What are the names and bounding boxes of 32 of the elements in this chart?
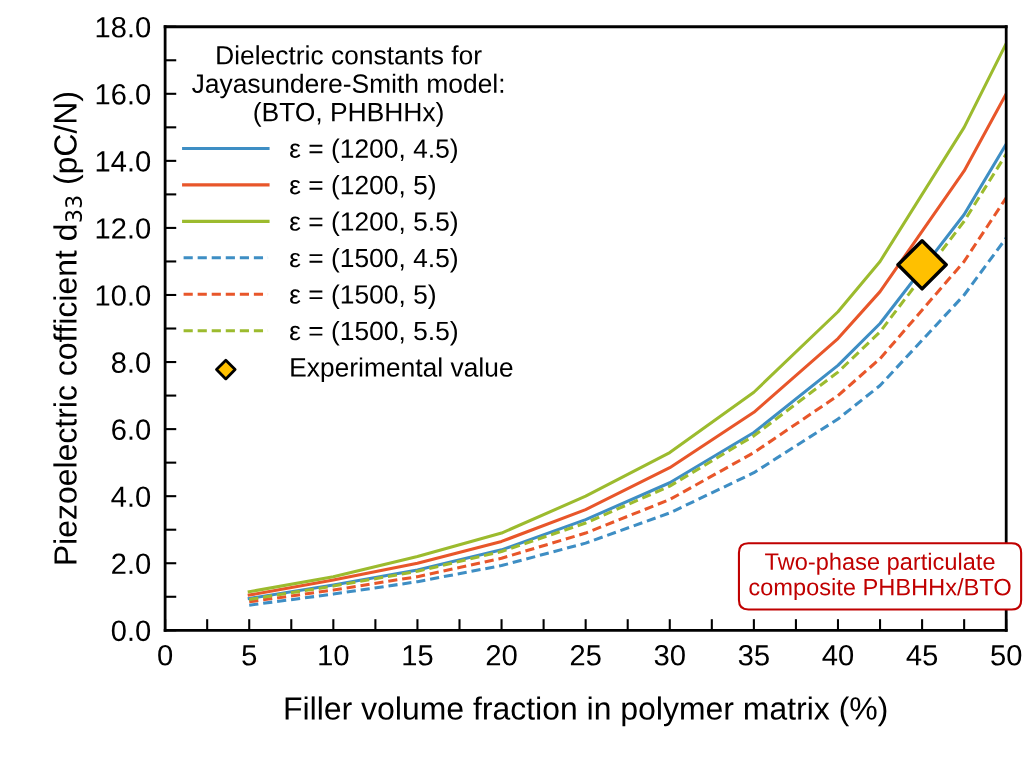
legend-label: Experimental value (291, 357, 513, 382)
x-tick-label: 30 (654, 644, 685, 666)
y-tick-label: 12.0 (96, 218, 151, 239)
y-tick-label: 16.0 (96, 84, 151, 105)
y-tick-label: 6.0 (112, 419, 151, 440)
x-axis-title: Filler volume fraction in polymer matrix (%) (285, 696, 887, 727)
x-tick-label: 35 (738, 644, 769, 666)
legend-label: ε = (1200, 5) (290, 175, 435, 200)
annotation: Two-phase particulate composite PHBHHx/BTO (749, 552, 1011, 601)
x-tick-label: 5 (242, 645, 257, 666)
legend-label: ε = (1200, 5.5) (290, 211, 457, 237)
y-axis-title: Piezoelectric cofficient d$_{33}$ (pC/N) (53, 92, 84, 564)
y-tick-label: 8.0 (111, 352, 151, 373)
x-tick-label: 40 (822, 644, 854, 666)
y-tick-label: 18.0 (96, 16, 151, 38)
y-tick-label: 14.0 (96, 151, 151, 172)
y-tick-label: 4.0 (111, 486, 151, 508)
x-tick-label: 45 (906, 645, 938, 666)
y-tick-label: 0.0 (111, 620, 151, 642)
legend-label: ε = (1200, 4.5) (290, 138, 457, 164)
x-tick-label: 20 (486, 644, 517, 666)
legend-label: ε = (1500, 5.5) (290, 320, 457, 346)
y-tick-label: 10.0 (96, 285, 151, 306)
x-tick-label: 0 (158, 644, 173, 666)
legend-label: ε = (1500, 4.5) (290, 247, 457, 273)
x-tick-label: 50 (991, 644, 1022, 666)
legend-title: Dielectric constants for Jayasundere-Smith model: (BTO, PHBHHx) (192, 45, 504, 127)
legend-label: ε = (1500, 5) (290, 284, 435, 310)
y-tick-label: 2.0 (112, 553, 151, 575)
x-tick-label: 25 (570, 644, 601, 666)
x-tick-label: 15 (403, 645, 433, 666)
x-tick-label: 10 (319, 644, 349, 666)
